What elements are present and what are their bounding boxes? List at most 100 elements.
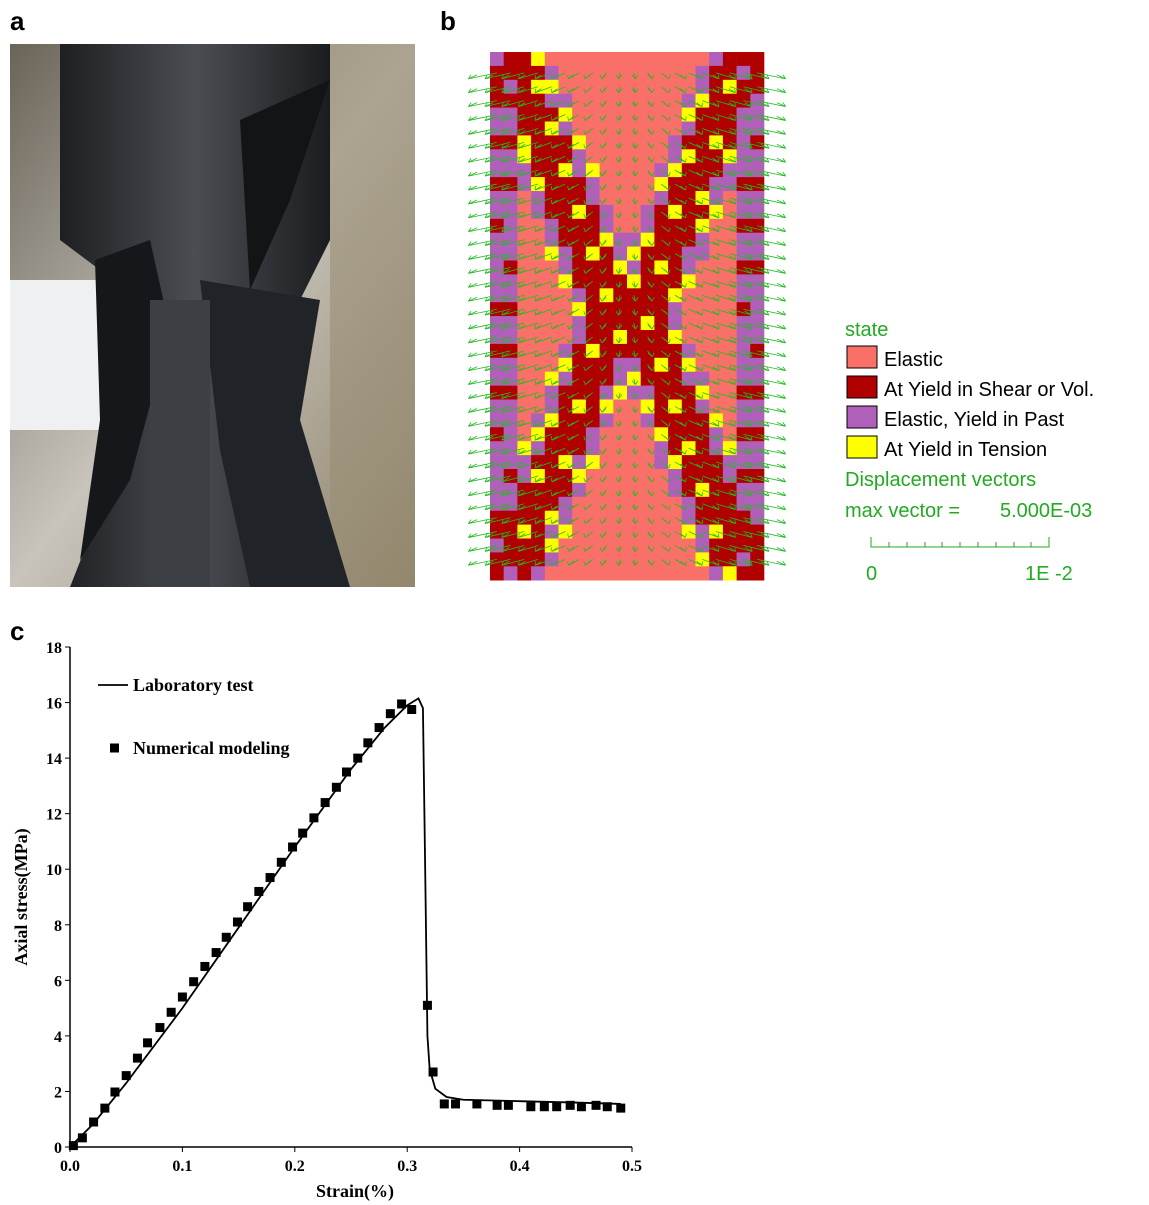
- grid-cell: [586, 316, 600, 330]
- point: [566, 1101, 575, 1110]
- grid-cell: [504, 566, 518, 580]
- point: [178, 993, 187, 1002]
- grid-cell: [586, 288, 600, 302]
- point: [266, 873, 275, 882]
- grid-cell: [572, 539, 586, 553]
- scale-min: 0: [866, 563, 877, 585]
- grid-cell: [572, 52, 586, 66]
- vectors-max-value: 5.000E-03: [1000, 500, 1092, 522]
- legend-swatch: [847, 346, 877, 368]
- grid-cell: [572, 191, 586, 205]
- grid-cell: [586, 400, 600, 414]
- vectors-max-label: max vector =: [845, 500, 960, 522]
- point: [189, 977, 198, 986]
- grid-cell: [586, 483, 600, 497]
- grid-cell: [572, 525, 586, 539]
- legend-label: Elastic, Yield in Past: [884, 409, 1065, 431]
- scale-ticks: [889, 542, 1031, 547]
- grid-cell: [572, 288, 586, 302]
- legend-swatch: [847, 436, 877, 458]
- point: [375, 723, 384, 732]
- y-tick-label: 6: [54, 973, 62, 990]
- grid-cell: [504, 52, 518, 66]
- point: [451, 1099, 460, 1108]
- point: [363, 738, 372, 747]
- point: [353, 754, 362, 763]
- grid-cell: [586, 511, 600, 525]
- point: [212, 948, 221, 957]
- point: [407, 705, 416, 714]
- point: [254, 887, 263, 896]
- grid-cell: [668, 566, 682, 580]
- grid-cell: [654, 52, 668, 66]
- panel-label: a: [10, 6, 25, 36]
- grid-cell: [572, 219, 586, 233]
- x-tick-label: 0.1: [172, 1158, 192, 1175]
- legend-label: At Yield in Tension: [884, 439, 1047, 461]
- grid-cell: [572, 441, 586, 455]
- grid-cell: [572, 233, 586, 247]
- grid-cell: [572, 455, 586, 469]
- point: [233, 918, 242, 927]
- grid-cell: [572, 511, 586, 525]
- grid-cell: [572, 427, 586, 441]
- grid-cell: [586, 233, 600, 247]
- grid-cell: [586, 302, 600, 316]
- grid-cell: [572, 552, 586, 566]
- y-tick-label: 16: [46, 696, 62, 713]
- grid-cell: [586, 108, 600, 122]
- grid-cell: [517, 52, 531, 66]
- y-tick-label: 8: [54, 918, 62, 935]
- x-tick-label: 0.4: [510, 1158, 530, 1175]
- point: [110, 1088, 119, 1097]
- grid-cell: [737, 566, 751, 580]
- grid-cell: [490, 52, 504, 66]
- grid-cell: [696, 566, 710, 580]
- point: [440, 1099, 449, 1108]
- grid-cell: [586, 261, 600, 275]
- grid-cell: [572, 108, 586, 122]
- grid-cell: [709, 566, 723, 580]
- point: [143, 1038, 152, 1047]
- grid-cell: [586, 552, 600, 566]
- grid-cell: [586, 441, 600, 455]
- grid-cell: [572, 358, 586, 372]
- grid-cell: [545, 566, 559, 580]
- line: [70, 698, 621, 1147]
- grid-cell: [586, 122, 600, 136]
- y-tick-label: 4: [54, 1029, 62, 1046]
- grid-cell: [586, 497, 600, 511]
- grid-cell: [586, 247, 600, 261]
- grid-cell: [586, 344, 600, 358]
- grid-cell: [668, 52, 682, 66]
- point: [277, 858, 286, 867]
- grid-cell: [586, 469, 600, 483]
- point: [222, 933, 231, 942]
- grid-cell: [586, 177, 600, 191]
- grid-cell: [586, 566, 600, 580]
- grid-cell: [654, 566, 668, 580]
- point: [493, 1101, 502, 1110]
- grid-cell: [572, 80, 586, 94]
- grid-cell: [586, 455, 600, 469]
- point: [504, 1101, 513, 1110]
- legend-title: state: [845, 319, 888, 341]
- grid-cell: [723, 566, 737, 580]
- point: [298, 829, 307, 838]
- panel-label: b: [440, 6, 456, 36]
- point: [592, 1101, 601, 1110]
- x-tick-label: 0.0: [60, 1158, 80, 1175]
- legend-label: Laboratory test: [133, 675, 253, 695]
- grid-cell: [572, 135, 586, 149]
- grid-cell: [572, 316, 586, 330]
- x-tick-label: 0.2: [285, 1158, 305, 1175]
- grid-cell: [586, 539, 600, 553]
- y-tick-label: 2: [54, 1084, 62, 1101]
- figure: a b c state Elastic At Yield in Shear or…: [0, 0, 1149, 1205]
- grid-cell: [641, 52, 655, 66]
- legend-marker: [110, 744, 119, 753]
- grid-cell: [586, 525, 600, 539]
- grid-cell: [627, 566, 641, 580]
- grid-cell: [572, 372, 586, 386]
- grid-cell: [586, 66, 600, 80]
